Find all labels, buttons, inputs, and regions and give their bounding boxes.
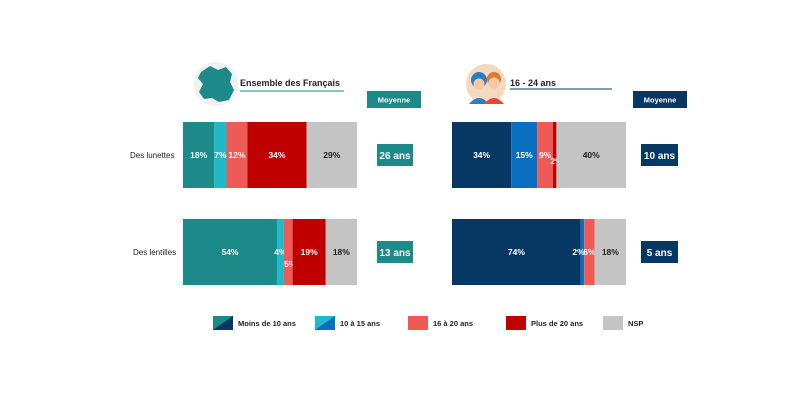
bar-segment-p1-r1-s1 xyxy=(183,122,215,188)
bar-segment-p1-r2-s4 xyxy=(292,219,326,285)
bar-segment-p2-r2-s1 xyxy=(452,219,581,285)
average-box-p1-r2 xyxy=(377,241,413,263)
bar-segment-p2-r1-s3 xyxy=(537,122,553,188)
legend-swatch-5 xyxy=(603,316,623,330)
bar-label-p2-r2-s5: 18% xyxy=(602,247,619,257)
average-box-p1-r1 xyxy=(377,144,413,166)
row-label-lentilles: Des lentilles xyxy=(133,248,176,257)
average-box-p2-r2 xyxy=(641,241,678,263)
bar-label-p2-r1-s1: 34% xyxy=(473,150,490,160)
row-label-lunettes: Des lunettes xyxy=(130,151,174,160)
average-value-p1-r1: 26 ans xyxy=(379,151,411,162)
bar-label-p1-r2-s4: 19% xyxy=(301,247,318,257)
bar-label-p2-r2-s3: 6% xyxy=(583,247,596,257)
average-value-p2-r1: 10 ans xyxy=(644,151,676,162)
average-box-p2-r1 xyxy=(641,144,678,166)
bar-label-p2-r1-s5: 40% xyxy=(583,150,600,160)
bar-label-p2-r1-s2: 15% xyxy=(516,150,533,160)
panel2-title: 16 - 24 ans xyxy=(510,78,556,88)
young-people-icon xyxy=(466,64,506,104)
legend-label-3: 16 à 20 ans xyxy=(433,319,473,328)
bar-segment-p1-r2-s5 xyxy=(325,219,357,285)
bars-layer: 18% 7% 12% 34% 29% 26 ans 54% 4% 5% 19% 18% 13 ans 3… xyxy=(183,122,678,285)
bar-label-p1-r2-s5: 18% xyxy=(333,247,350,257)
legend-swatch-tint-2 xyxy=(315,316,335,330)
bar-segment-p2-r1-s5 xyxy=(556,122,626,188)
bar-segment-p1-r1-s4 xyxy=(247,122,307,188)
bar-label-p2-r2-s1: 74% xyxy=(508,247,525,257)
bar-label-p2-r2-s2: 2% xyxy=(572,247,585,257)
legend-label-1: Moins de 10 ans xyxy=(238,319,296,328)
legend-label-2: 10 à 15 ans xyxy=(340,319,380,328)
bar-label-p2-r1-s3: 9% xyxy=(539,150,552,160)
average-value-p1-r2: 13 ans xyxy=(379,248,411,259)
bar-label-p1-r1-s3: 12% xyxy=(228,150,245,160)
legend-swatch-tint-1 xyxy=(213,316,233,330)
legend-label-5: NSP xyxy=(628,319,643,328)
bar-label-p1-r1-s2: 7% xyxy=(214,150,227,160)
bar-label-p1-r2-s2: 4% xyxy=(274,247,287,257)
legend-label-4: Plus de 20 ans xyxy=(531,319,583,328)
panel1-title: Ensemble des Français xyxy=(240,78,340,88)
panel2-average-header-label: Moyenne xyxy=(644,96,677,105)
bar-segment-p1-r1-s5 xyxy=(306,122,357,188)
bar-segment-p1-r1-s3 xyxy=(226,122,248,188)
bar-label-p1-r1-s4: 34% xyxy=(268,150,285,160)
bar-segment-p2-r1-s4 xyxy=(552,122,557,188)
bar-segment-p2-r2-s2 xyxy=(580,219,585,285)
bar-segment-p2-r2-s5 xyxy=(594,219,626,285)
panel1-average-header xyxy=(367,91,421,108)
legend-swatch-3 xyxy=(408,316,428,330)
bar-segment-p2-r2-s3 xyxy=(584,219,595,285)
panel2-average-header xyxy=(633,91,687,108)
france-map-icon xyxy=(194,62,238,106)
bar-segment-p1-r2-s3 xyxy=(283,219,293,285)
bar-segment-p1-r2-s1 xyxy=(183,219,277,285)
panel1-average-header-label: Moyenne xyxy=(378,96,411,105)
bar-label-p1-r2-s3: 5% xyxy=(284,259,297,269)
legend: Moins de 10 ans 10 à 15 ans 16 à 20 ans Plu… xyxy=(213,316,643,330)
bar-label-p1-r2-s1: 54% xyxy=(221,247,238,257)
bar-segment-p1-r1-s2 xyxy=(214,122,227,188)
average-value-p2-r2: 5 ans xyxy=(647,248,673,259)
bar-segment-p2-r1-s2 xyxy=(511,122,538,188)
bar-segment-p1-r2-s2 xyxy=(276,219,284,285)
legend-swatch-4 xyxy=(506,316,526,330)
bar-segment-p2-r1-s1 xyxy=(452,122,512,188)
bar-label-p1-r1-s1: 18% xyxy=(190,150,207,160)
bar-label-p1-r1-s5: 29% xyxy=(323,150,340,160)
